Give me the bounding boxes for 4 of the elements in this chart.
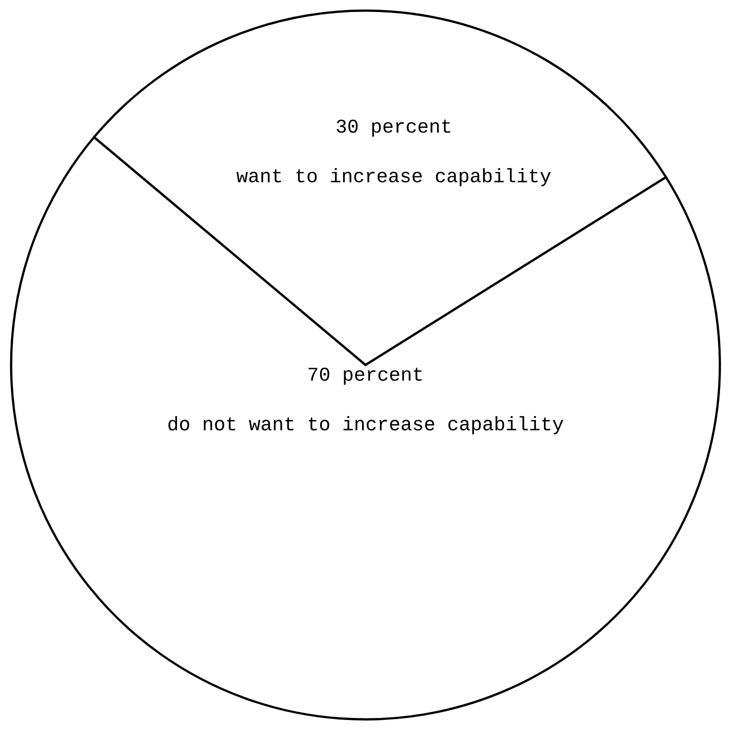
data-label: 30 percent <box>336 120 450 137</box>
slice-label: want to increase capability <box>236 168 551 186</box>
slice-label: do not want to increase capability <box>168 416 564 434</box>
data-label: 70 percent <box>308 368 422 385</box>
